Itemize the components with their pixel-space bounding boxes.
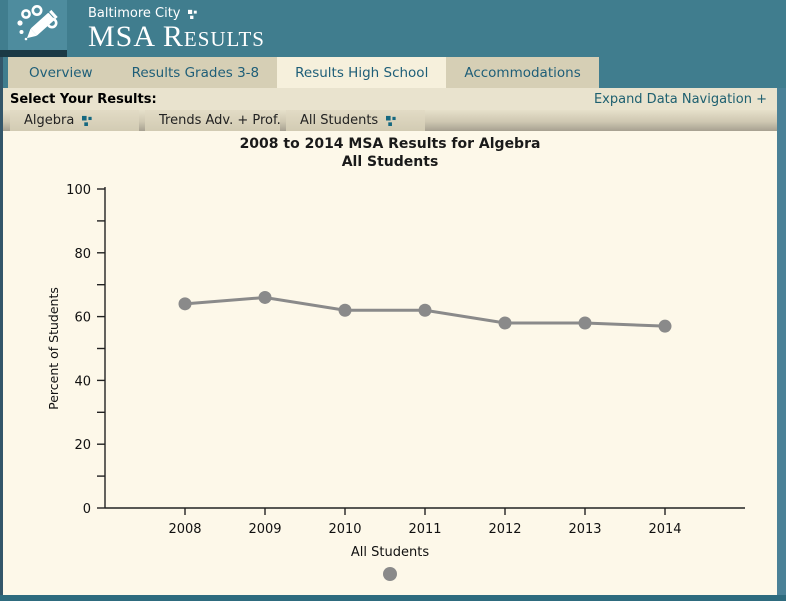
svg-text:2008: 2008: [168, 522, 201, 537]
svg-text:2013: 2013: [568, 522, 601, 537]
results-selector-bar: Select Your Results: Expand Data Navigat…: [3, 88, 777, 110]
main-tabs: Overview Results Grades 3-8 Results High…: [3, 57, 786, 88]
bottom-border-bar: [0, 595, 786, 601]
subject-filter-algebra[interactable]: Algebra: [10, 110, 139, 131]
chart-area: 2008 to 2014 MSA Results for Algebra All…: [3, 131, 777, 595]
tab-overview[interactable]: Overview: [8, 57, 114, 88]
legend-series-dot-icon: [383, 567, 397, 581]
data-grid-icon: [82, 115, 92, 126]
svg-text:2010: 2010: [328, 522, 361, 537]
tab-results-high-school[interactable]: Results High School: [277, 57, 447, 88]
group-filter-all-students[interactable]: All Students: [286, 110, 425, 131]
filter-label: All Students: [300, 113, 379, 128]
svg-text:40: 40: [74, 374, 91, 389]
pencil-logo-icon: [16, 5, 58, 41]
brand-block: Baltimore City MSA Results: [88, 6, 265, 53]
svg-text:0: 0: [83, 502, 91, 517]
brand-org-label: Baltimore City: [88, 6, 181, 21]
filter-row: Algebra Trends Adv. + Prof. All Students: [3, 110, 777, 131]
svg-text:2009: 2009: [248, 522, 281, 537]
filter-label: Algebra: [24, 113, 75, 128]
svg-text:2014: 2014: [648, 522, 681, 537]
page-title: MSA Results: [88, 20, 265, 53]
chart-title: 2008 to 2014 MSA Results for Algebra: [239, 136, 541, 152]
data-grid-icon: [386, 115, 396, 126]
select-results-label: Select Your Results:: [10, 91, 157, 107]
tab-accommodations[interactable]: Accommodations: [446, 57, 599, 88]
expand-data-navigation-link[interactable]: Expand Data Navigation +: [593, 91, 767, 107]
brand-org-row: Baltimore City: [88, 6, 265, 21]
data-grid-icon: [187, 9, 197, 19]
measure-filter-trends[interactable]: Trends Adv. + Prof.: [145, 110, 299, 131]
svg-text:20: 20: [74, 438, 91, 453]
svg-text:100: 100: [66, 183, 91, 198]
header-accent-strip: [0, 50, 67, 57]
svg-text:80: 80: [74, 247, 91, 262]
msa-results-line-chart: 0 20 40 60 80 100 Percent of Students 2008 2009 2…: [46, 183, 745, 537]
svg-text:Percent of Students: Percent of Students: [46, 287, 61, 410]
left-border-strip: [0, 57, 3, 601]
svg-text:60: 60: [74, 311, 91, 326]
app-header: Baltimore City MSA Results: [0, 0, 786, 57]
tab-results-grades-3-8[interactable]: Results Grades 3-8: [113, 57, 278, 88]
site-logo[interactable]: [8, 0, 67, 50]
right-border-strip: [777, 88, 786, 601]
legend-item-all-students: All Students: [350, 545, 430, 560]
filter-label: Trends Adv. + Prof.: [159, 113, 281, 128]
svg-text:2012: 2012: [488, 522, 521, 537]
chart-legend: All Students: [3, 545, 777, 581]
svg-text:2011: 2011: [408, 522, 441, 537]
chart-subtitle: All Students: [341, 154, 439, 170]
